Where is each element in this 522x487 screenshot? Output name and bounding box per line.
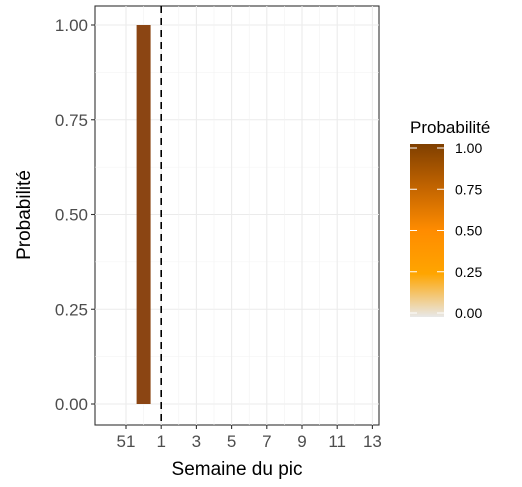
y-tick-label: 0.50 bbox=[55, 206, 88, 225]
y-tick-label: 0.00 bbox=[55, 395, 88, 414]
x-tick-label: 7 bbox=[262, 432, 271, 451]
x-tick-label: 11 bbox=[328, 432, 346, 451]
legend-label: 0.25 bbox=[455, 264, 482, 280]
x-tick-label: 1 bbox=[156, 432, 165, 451]
y-tick-label: 1.00 bbox=[55, 16, 88, 35]
x-tick-label: 51 bbox=[117, 432, 136, 451]
x-axis-title: Semaine du pic bbox=[172, 459, 303, 480]
y-tick-label: 0.75 bbox=[55, 111, 88, 130]
x-tick-label: 9 bbox=[297, 432, 306, 451]
bar bbox=[136, 25, 151, 404]
x-tick-label: 5 bbox=[227, 432, 236, 451]
x-axis: 51 1 3 5 7 9 11 13 bbox=[117, 425, 382, 451]
y-axis-title: Probabilité bbox=[14, 170, 35, 260]
y-axis: 0.00 0.25 0.50 0.75 1.00 bbox=[55, 16, 95, 414]
legend-label: 0.75 bbox=[455, 181, 482, 197]
bars bbox=[136, 25, 151, 404]
x-tick-label: 3 bbox=[192, 432, 201, 451]
y-tick-label: 0.25 bbox=[55, 300, 88, 319]
legend-label: 1.00 bbox=[455, 140, 482, 156]
legend-label: 0.00 bbox=[455, 305, 482, 321]
legend-label: 0.50 bbox=[455, 223, 482, 239]
x-tick-label: 13 bbox=[363, 432, 382, 451]
legend: Probabilité 1.00 0.75 0.50 0.25 0.00 bbox=[410, 118, 490, 321]
legend-title: Probabilité bbox=[410, 118, 490, 137]
